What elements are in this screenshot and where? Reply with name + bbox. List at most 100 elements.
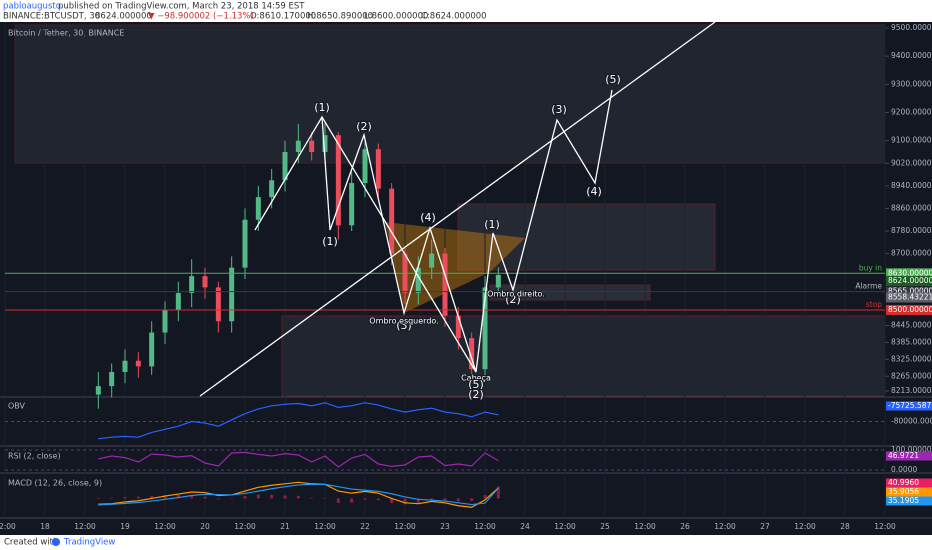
x-tick-label: 12:00 — [554, 522, 576, 531]
indicator-tag — [886, 451, 932, 461]
footer-created: Created with — [4, 538, 58, 548]
indicator-tag — [886, 487, 932, 497]
candle-body — [95, 386, 101, 395]
y-tick-label: 8700.000000 — [891, 249, 932, 258]
indicator-tag — [886, 478, 932, 488]
histogram-bar — [416, 498, 420, 503]
y-tick-label: 9300.000000 — [891, 79, 932, 88]
histogram-bar — [296, 495, 300, 499]
candle-body — [189, 276, 195, 294]
zone-box — [281, 315, 886, 397]
x-tick-label: 25 — [600, 522, 610, 531]
x-tick-label: 26 — [680, 522, 690, 531]
candle-body — [135, 360, 141, 367]
x-tick-label: 12:00 — [154, 522, 176, 531]
candle-body — [295, 140, 301, 153]
candle-body — [215, 287, 221, 322]
x-tick-label: 12:00 — [394, 522, 416, 531]
candle-body — [349, 183, 355, 226]
histogram-bar — [390, 498, 394, 504]
pane-tick-label: -80000.000000 — [891, 417, 932, 426]
x-tick-label: 22 — [360, 522, 370, 531]
pane-title: OBV — [8, 402, 26, 411]
x-tick-label: 12:00 — [74, 522, 96, 531]
candle-body — [282, 152, 288, 181]
histogram-bar — [230, 498, 234, 499]
pane-tick-label: 0.0000 — [891, 465, 917, 474]
change: ▼ −98.900002 (−1.13%) — [148, 12, 254, 22]
indicator-line — [98, 483, 499, 506]
zone-box — [489, 284, 651, 301]
zone-box — [14, 24, 886, 164]
x-tick-label: 23 — [440, 522, 450, 531]
low: L:8600.000000 — [364, 12, 428, 22]
x-tick-label: 12:00 — [314, 522, 336, 531]
y-tick-label: 8213.000000 — [891, 386, 932, 395]
wave-label: (4) — [420, 211, 436, 224]
wave-label: Ombro direito. — [487, 290, 545, 299]
candle-body — [375, 149, 381, 189]
y-tick-label: 9400.000000 — [891, 51, 932, 60]
indicator-tag-label: 35.1905 — [888, 496, 919, 505]
candle-body — [455, 315, 461, 339]
histogram-bar — [456, 498, 460, 502]
price-tag-label: 8624.000000 — [888, 276, 932, 285]
candle-body — [255, 197, 261, 220]
footer-logo — [52, 538, 60, 546]
footer-bar — [0, 535, 932, 550]
y-tick-label: 9200.000000 — [891, 108, 932, 117]
candle-body — [242, 219, 248, 268]
candle-body — [322, 135, 328, 153]
drawings — [14, 24, 886, 397]
histogram-bar — [470, 498, 474, 502]
y-tick-label: 8265.000000 — [891, 371, 932, 380]
wave-label: (1) — [314, 101, 330, 114]
footer-brand[interactable]: TradingView — [63, 538, 115, 548]
symbol: BINANCE:BTCUSDT, 30 — [3, 12, 100, 22]
wave-label: (4) — [586, 185, 602, 198]
wave-label: (5) — [605, 73, 621, 86]
indicator-line — [98, 481, 499, 508]
histogram-bar — [243, 496, 247, 499]
y-tick-label: 8325.000000 — [891, 354, 932, 363]
open: O:8610.170000 — [250, 12, 316, 22]
candle-body — [389, 188, 395, 254]
histogram-bar — [110, 497, 114, 499]
histogram-bar — [350, 498, 354, 503]
candle-body — [429, 253, 435, 268]
level-name: Alarme — [855, 282, 882, 291]
candle-body — [175, 293, 181, 310]
y-tick-label: 9100.000000 — [891, 136, 932, 145]
chart-title: Bitcoin / Tether, 30, BINANCE — [8, 29, 124, 38]
x-tick-label: 21 — [280, 522, 290, 531]
wave-label: (2) — [356, 120, 372, 133]
histogram-bar — [96, 497, 100, 499]
histogram-bar — [443, 498, 447, 501]
zone-box — [457, 203, 716, 271]
wave-label: (1) — [484, 218, 500, 231]
histogram-bar — [150, 495, 154, 499]
histogram-bar — [270, 494, 274, 499]
candle-body — [482, 287, 488, 370]
candle-body — [495, 275, 501, 288]
histogram-bar — [283, 495, 287, 499]
y-tick-label: 9500.000000 — [891, 23, 932, 32]
x-tick-label: 12:00 — [714, 522, 736, 531]
y-tick-label: 8385.000000 — [891, 337, 932, 346]
indicator-tag-label: 46.9721 — [888, 451, 919, 460]
y-tick-label: 8780.000000 — [891, 226, 932, 235]
histogram-bar — [203, 496, 207, 499]
price-tag — [886, 268, 932, 279]
histogram-bar — [136, 496, 140, 499]
x-tick-label: 12:00 — [874, 522, 896, 531]
wave-line — [254, 115, 477, 373]
wave-label: (3) — [396, 319, 412, 332]
x-tick-label: 12:00 — [634, 522, 656, 531]
author[interactable]: pabloaugusto — [3, 2, 61, 12]
y-tick-label: 8940.000000 — [891, 181, 932, 190]
histogram-bar — [190, 494, 194, 499]
wave-label: (3) — [551, 103, 567, 116]
candle-body — [335, 135, 341, 226]
x-tick-label: 28 — [840, 522, 850, 531]
